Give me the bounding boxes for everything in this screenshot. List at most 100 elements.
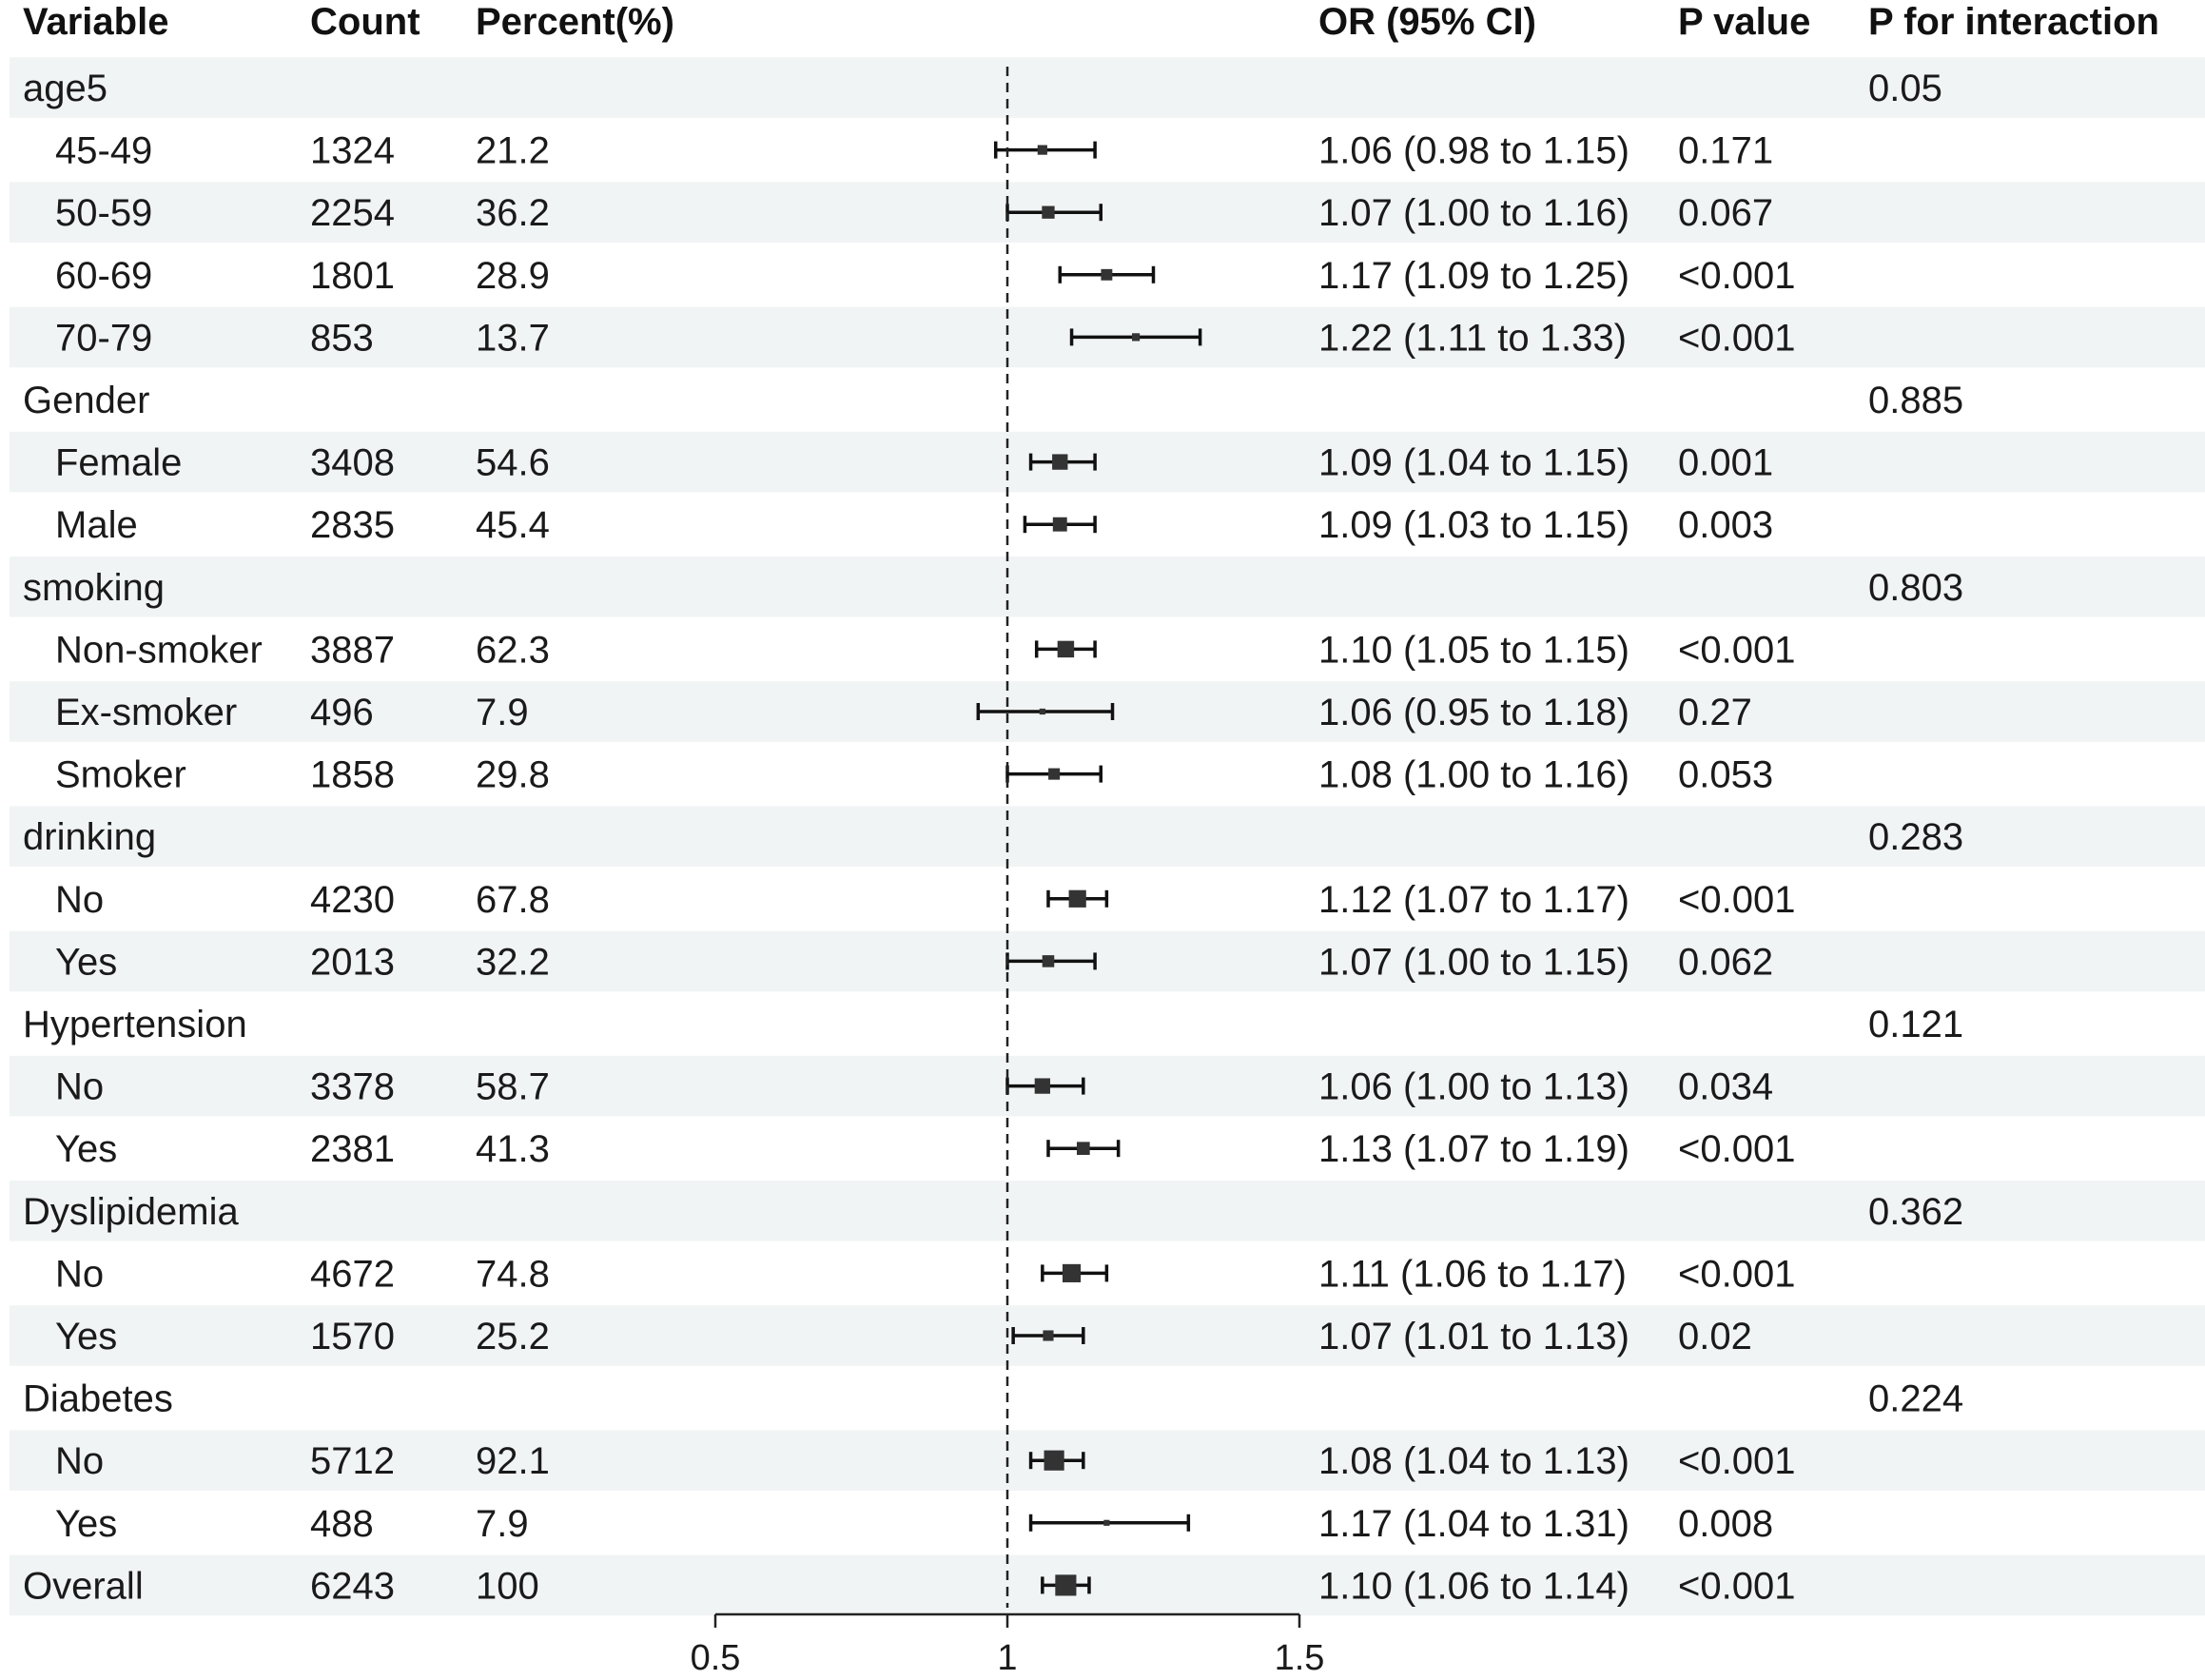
or-ci-cell: 1.07 (1.00 to 1.16) <box>1318 192 1629 234</box>
p-value-cell: <0.001 <box>1678 1440 1795 1482</box>
point-estimate <box>1048 768 1061 780</box>
or-ci-cell: 1.08 (1.04 to 1.13) <box>1318 1440 1629 1482</box>
point-estimate <box>1042 955 1055 967</box>
subgroup-label: Smoker <box>55 754 186 796</box>
subgroup-label: 70-79 <box>55 317 152 359</box>
or-ci-cell: 1.17 (1.09 to 1.25) <box>1318 255 1629 297</box>
subgroup-label: 60-69 <box>55 255 152 297</box>
table-row: 60-69 1801 28.9 1.17 (1.09 to 1.25) <0.001 <box>55 255 1795 297</box>
or-ci-cell: 1.08 (1.00 to 1.16) <box>1318 754 1629 796</box>
or-ci-cell: 1.09 (1.04 to 1.15) <box>1318 442 1629 484</box>
percent-cell: 45.4 <box>476 504 550 546</box>
subgroup-label: No <box>55 1440 104 1482</box>
percent-cell: 92.1 <box>476 1440 550 1482</box>
group-label: Hypertension <box>23 1004 247 1045</box>
p-value-cell: 0.003 <box>1678 504 1773 546</box>
table-row: No 4672 74.8 1.11 (1.06 to 1.17) <0.001 <box>55 1253 1795 1295</box>
p-value-cell: 0.053 <box>1678 754 1773 796</box>
or-ci-cell: 1.07 (1.01 to 1.13) <box>1318 1316 1629 1358</box>
row-band <box>10 557 2205 617</box>
p-interaction-cell: 0.05 <box>1868 68 1942 109</box>
p-value-cell: <0.001 <box>1678 1128 1795 1170</box>
count-cell: 1324 <box>310 130 395 172</box>
row-band <box>10 1554 2205 1616</box>
subgroup-label: Ex-smoker <box>55 692 237 733</box>
subgroup-label: No <box>55 1066 104 1108</box>
header-count: Count <box>310 1 420 43</box>
p-value-cell: <0.001 <box>1678 1565 1795 1607</box>
point-estimate <box>1062 1263 1082 1282</box>
percent-cell: 28.9 <box>476 255 550 297</box>
group-label: smoking <box>23 567 165 609</box>
p-value-cell: <0.001 <box>1678 1253 1795 1295</box>
table-row: 45-49 1324 21.2 1.06 (0.98 to 1.15) 0.171 <box>55 130 1773 172</box>
row-band <box>10 57 2205 118</box>
point-estimate <box>1034 1078 1050 1094</box>
or-ci-cell: 1.09 (1.03 to 1.15) <box>1318 504 1629 546</box>
subgroup-label: No <box>55 1253 104 1295</box>
p-value-cell: 0.001 <box>1678 442 1773 484</box>
point-estimate <box>1037 145 1047 155</box>
header-p-interaction: P for interaction <box>1868 1 2159 43</box>
row-band <box>10 1055 2205 1117</box>
p-interaction-cell: 0.362 <box>1868 1191 1963 1233</box>
point-estimate <box>1055 1574 1077 1596</box>
percent-cell: 32.2 <box>476 941 550 983</box>
p-interaction-cell: 0.803 <box>1868 567 1963 609</box>
p-value-cell: <0.001 <box>1678 629 1795 671</box>
subgroup-label: Male <box>55 504 138 546</box>
or-ci-cell: 1.06 (0.98 to 1.15) <box>1318 130 1629 172</box>
p-interaction-cell: 0.283 <box>1868 816 1963 858</box>
percent-cell: 29.8 <box>476 754 550 796</box>
count-cell: 2254 <box>310 192 395 234</box>
count-cell: 6243 <box>310 1565 395 1607</box>
row-band <box>10 1430 2205 1491</box>
point-estimate <box>1052 517 1067 532</box>
row-band <box>10 1181 2205 1241</box>
p-value-cell: <0.001 <box>1678 255 1795 297</box>
group-label: Overall <box>23 1565 144 1607</box>
column-headers: Variable Count Percent(%) OR (95% CI) P … <box>23 1 2159 43</box>
p-value-cell: <0.001 <box>1678 317 1795 359</box>
table-row: Yes 488 7.9 1.17 (1.04 to 1.31) 0.008 <box>55 1503 1773 1545</box>
or-ci-cell: 1.17 (1.04 to 1.31) <box>1318 1503 1629 1545</box>
group-label: age5 <box>23 68 107 109</box>
row-band <box>10 182 2205 243</box>
point-estimate <box>1039 708 1045 715</box>
point-estimate <box>1044 1450 1064 1471</box>
tick-label: 0.5 <box>691 1638 741 1678</box>
table-row: Ex-smoker 496 7.9 1.06 (0.95 to 1.18) 0.27 <box>55 692 1752 733</box>
percent-cell: 58.7 <box>476 1066 550 1108</box>
or-ci-cell: 1.07 (1.00 to 1.15) <box>1318 941 1629 983</box>
table-row: Smoker 1858 29.8 1.08 (1.00 to 1.16) 0.053 <box>55 754 1773 796</box>
percent-cell: 100 <box>476 1565 539 1607</box>
p-value-cell: 0.02 <box>1678 1316 1752 1358</box>
subgroup-label: Yes <box>55 1316 117 1358</box>
table-row: Yes 1570 25.2 1.07 (1.01 to 1.13) 0.02 <box>55 1316 1752 1358</box>
subgroup-label: Yes <box>55 1128 117 1170</box>
point-estimate <box>1131 333 1141 342</box>
table-row: drinking 0.283 <box>23 816 1963 858</box>
table-row: age5 0.05 <box>23 68 1942 109</box>
percent-cell: 74.8 <box>476 1253 550 1295</box>
percent-cell: 41.3 <box>476 1128 550 1170</box>
table-row: Diabetes 0.224 <box>23 1378 1963 1420</box>
table-row: smoking 0.803 <box>23 567 1963 609</box>
point-estimate <box>1068 889 1086 908</box>
point-estimate <box>1101 268 1113 281</box>
table-row: 70-79 853 13.7 1.22 (1.11 to 1.33) <0.001 <box>55 317 1795 359</box>
or-ci-cell: 1.06 (0.95 to 1.18) <box>1318 692 1629 733</box>
point-estimate <box>1052 454 1068 470</box>
subgroup-label: Non-smoker <box>55 629 263 671</box>
count-cell: 4672 <box>310 1253 395 1295</box>
forest-marks <box>976 67 1202 1608</box>
row-band <box>10 930 2205 992</box>
p-value-cell: 0.034 <box>1678 1066 1773 1108</box>
group-label: drinking <box>23 816 156 858</box>
table-row: 50-59 2254 36.2 1.07 (1.00 to 1.16) 0.067 <box>55 192 1773 234</box>
or-ci-cell: 1.12 (1.07 to 1.17) <box>1318 879 1629 921</box>
count-cell: 2381 <box>310 1128 395 1170</box>
header-variable: Variable <box>23 1 168 43</box>
table-row: Hypertension 0.121 <box>23 1004 1963 1045</box>
